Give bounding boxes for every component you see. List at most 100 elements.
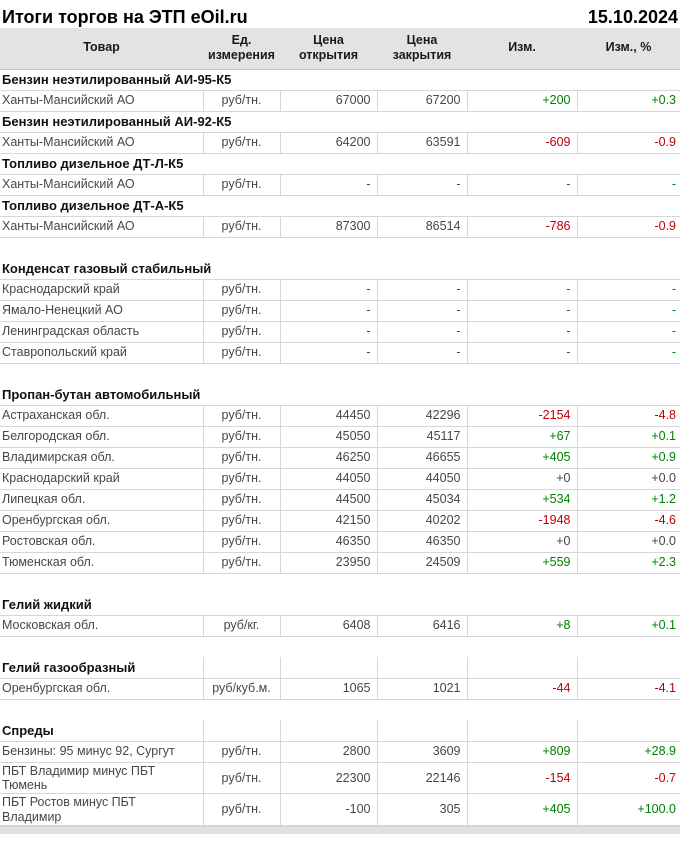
change-pct-cell: +100.0: [577, 793, 680, 826]
close-price-cell: 1021: [377, 678, 468, 700]
change-pct-cell: -4.6: [577, 510, 680, 532]
change-pct-cell: +0.0: [577, 531, 680, 553]
close-price-cell: 40202: [377, 510, 468, 532]
table-row: Оренбургская обл. руб/тн. 42150 40202 -1948-…: [0, 510, 680, 532]
change-pct-cell: +0.3: [577, 90, 680, 112]
change-cell: -44: [467, 678, 578, 700]
section-empty-cell: [577, 657, 680, 679]
spacer-row: [0, 237, 680, 258]
spacer-cell: [0, 363, 680, 384]
product-cell: Ханты-Мансийский АО: [0, 132, 204, 154]
spacer-cell: [0, 699, 680, 720]
page-title: Итоги торгов на ЭТП eOil.ru: [2, 7, 248, 27]
section-title-cell: Топливо дизельное ДТ-А-К5: [0, 195, 680, 217]
section-title-cell: Гелий газообразный: [0, 657, 204, 679]
close-price-cell: 6416: [377, 615, 468, 637]
product-cell: Тюменская обл.: [0, 552, 204, 574]
open-price-cell: -: [280, 342, 378, 364]
section-header-row: Гелий газообразный: [0, 657, 680, 679]
close-price-cell: 44050: [377, 468, 468, 490]
change-pct-cell: +0.9: [577, 447, 680, 469]
unit-cell: руб/тн.: [203, 342, 281, 364]
section-header-row: Бензин неэтилированный АИ-92-К5: [0, 111, 680, 133]
open-price-cell: 64200: [280, 132, 378, 154]
table-row: Ханты-Мансийский АО руб/тн. 87300 86514 -786…: [0, 216, 680, 238]
close-price-cell: 45034: [377, 489, 468, 511]
change-pct-cell: +0.1: [577, 426, 680, 448]
open-price-cell: 45050: [280, 426, 378, 448]
spacer-row: [0, 636, 680, 657]
close-price-cell: 24509: [377, 552, 468, 574]
open-price-cell: 44050: [280, 468, 378, 490]
change-pct-cell: -: [577, 342, 680, 364]
table-row: Краснодарский край руб/тн. 44050 44050 +0 +0.…: [0, 468, 680, 490]
open-price-cell: 44450: [280, 405, 378, 427]
close-price-cell: 46655: [377, 447, 468, 469]
table-row: Ханты-Мансийский АО руб/тн. 64200 63591 -609…: [0, 132, 680, 154]
change-pct-cell: -4.1: [577, 678, 680, 700]
product-cell: Ленинградская область: [0, 321, 204, 343]
open-price-cell: 44500: [280, 489, 378, 511]
section-title-cell: Бензин неэтилированный АИ-92-К5: [0, 111, 680, 133]
product-cell: Ставропольский край: [0, 342, 204, 364]
product-cell: Ханты-Мансийский АО: [0, 216, 204, 238]
close-price-cell: -: [377, 279, 468, 301]
column-header-change: Изм.: [467, 28, 577, 70]
change-cell: -: [467, 321, 578, 343]
unit-cell: руб/тн.: [203, 426, 281, 448]
change-cell: -2154: [467, 405, 578, 427]
change-cell: -1948: [467, 510, 578, 532]
product-cell: Краснодарский край: [0, 279, 204, 301]
open-price-cell: 46350: [280, 531, 378, 553]
column-header-row: Товар Ед. измерения Цена открытия Цена з…: [0, 28, 680, 70]
close-price-cell: 3609: [377, 741, 468, 763]
section-empty-cell: [467, 720, 578, 742]
change-cell: +559: [467, 552, 578, 574]
open-price-cell: 67000: [280, 90, 378, 112]
trading-results-table: Товар Ед. измерения Цена открытия Цена з…: [0, 28, 680, 826]
close-price-cell: -: [377, 321, 468, 343]
section-header-row: Бензин неэтилированный АИ-95-К5: [0, 69, 680, 91]
table-row: Ханты-Мансийский АО руб/тн. - - - -: [0, 174, 680, 196]
spacer-row: [0, 363, 680, 384]
change-cell: +405: [467, 447, 578, 469]
close-price-cell: 46350: [377, 531, 468, 553]
product-cell: Оренбургская обл.: [0, 510, 204, 532]
spacer-cell: [0, 573, 680, 594]
column-header-open-price: Цена открытия: [280, 28, 377, 70]
change-cell: -: [467, 174, 578, 196]
unit-cell: руб/тн.: [203, 174, 281, 196]
section-empty-cell: [577, 720, 680, 742]
change-cell: -609: [467, 132, 578, 154]
section-header-row: Топливо дизельное ДТ-А-К5: [0, 195, 680, 217]
table-row: Ростовская обл. руб/тн. 46350 46350 +0 +0.0: [0, 531, 680, 553]
section-header-row: Топливо дизельное ДТ-Л-К5: [0, 153, 680, 175]
product-cell: Ханты-Мансийский АО: [0, 174, 204, 196]
change-pct-cell: -: [577, 174, 680, 196]
product-cell: Белгородская обл.: [0, 426, 204, 448]
close-price-cell: 42296: [377, 405, 468, 427]
section-title-cell: Конденсат газовый стабильный: [0, 258, 680, 280]
section-empty-cell: [203, 720, 281, 742]
section-empty-cell: [280, 657, 378, 679]
unit-cell: руб/тн.: [203, 300, 281, 322]
column-header-product: Товар: [0, 28, 203, 70]
bottom-bar: [0, 826, 680, 834]
product-cell: Бензины: 95 минус 92, Сургут: [0, 741, 204, 763]
unit-cell: руб/тн.: [203, 216, 281, 238]
product-cell: ПБТ Владимир минус ПБТ Тюмень: [0, 762, 204, 795]
section-title-cell: Гелий жидкий: [0, 594, 680, 616]
unit-cell: руб/тн.: [203, 321, 281, 343]
table-row: Липецкая обл. руб/тн. 44500 45034 +534 +1.2: [0, 489, 680, 511]
change-pct-cell: -: [577, 300, 680, 322]
product-cell: Владимирская обл.: [0, 447, 204, 469]
change-pct-cell: +0.0: [577, 468, 680, 490]
open-price-cell: -100: [280, 793, 378, 826]
section-empty-cell: [377, 657, 468, 679]
section-title-cell: Бензин неэтилированный АИ-95-К5: [0, 69, 680, 91]
spacer-cell: [0, 237, 680, 258]
open-price-cell: 87300: [280, 216, 378, 238]
change-cell: +405: [467, 793, 578, 826]
product-cell: ПБТ Ростов минус ПБТ Владимир: [0, 793, 204, 826]
column-header-close-price: Цена закрытия: [377, 28, 467, 70]
